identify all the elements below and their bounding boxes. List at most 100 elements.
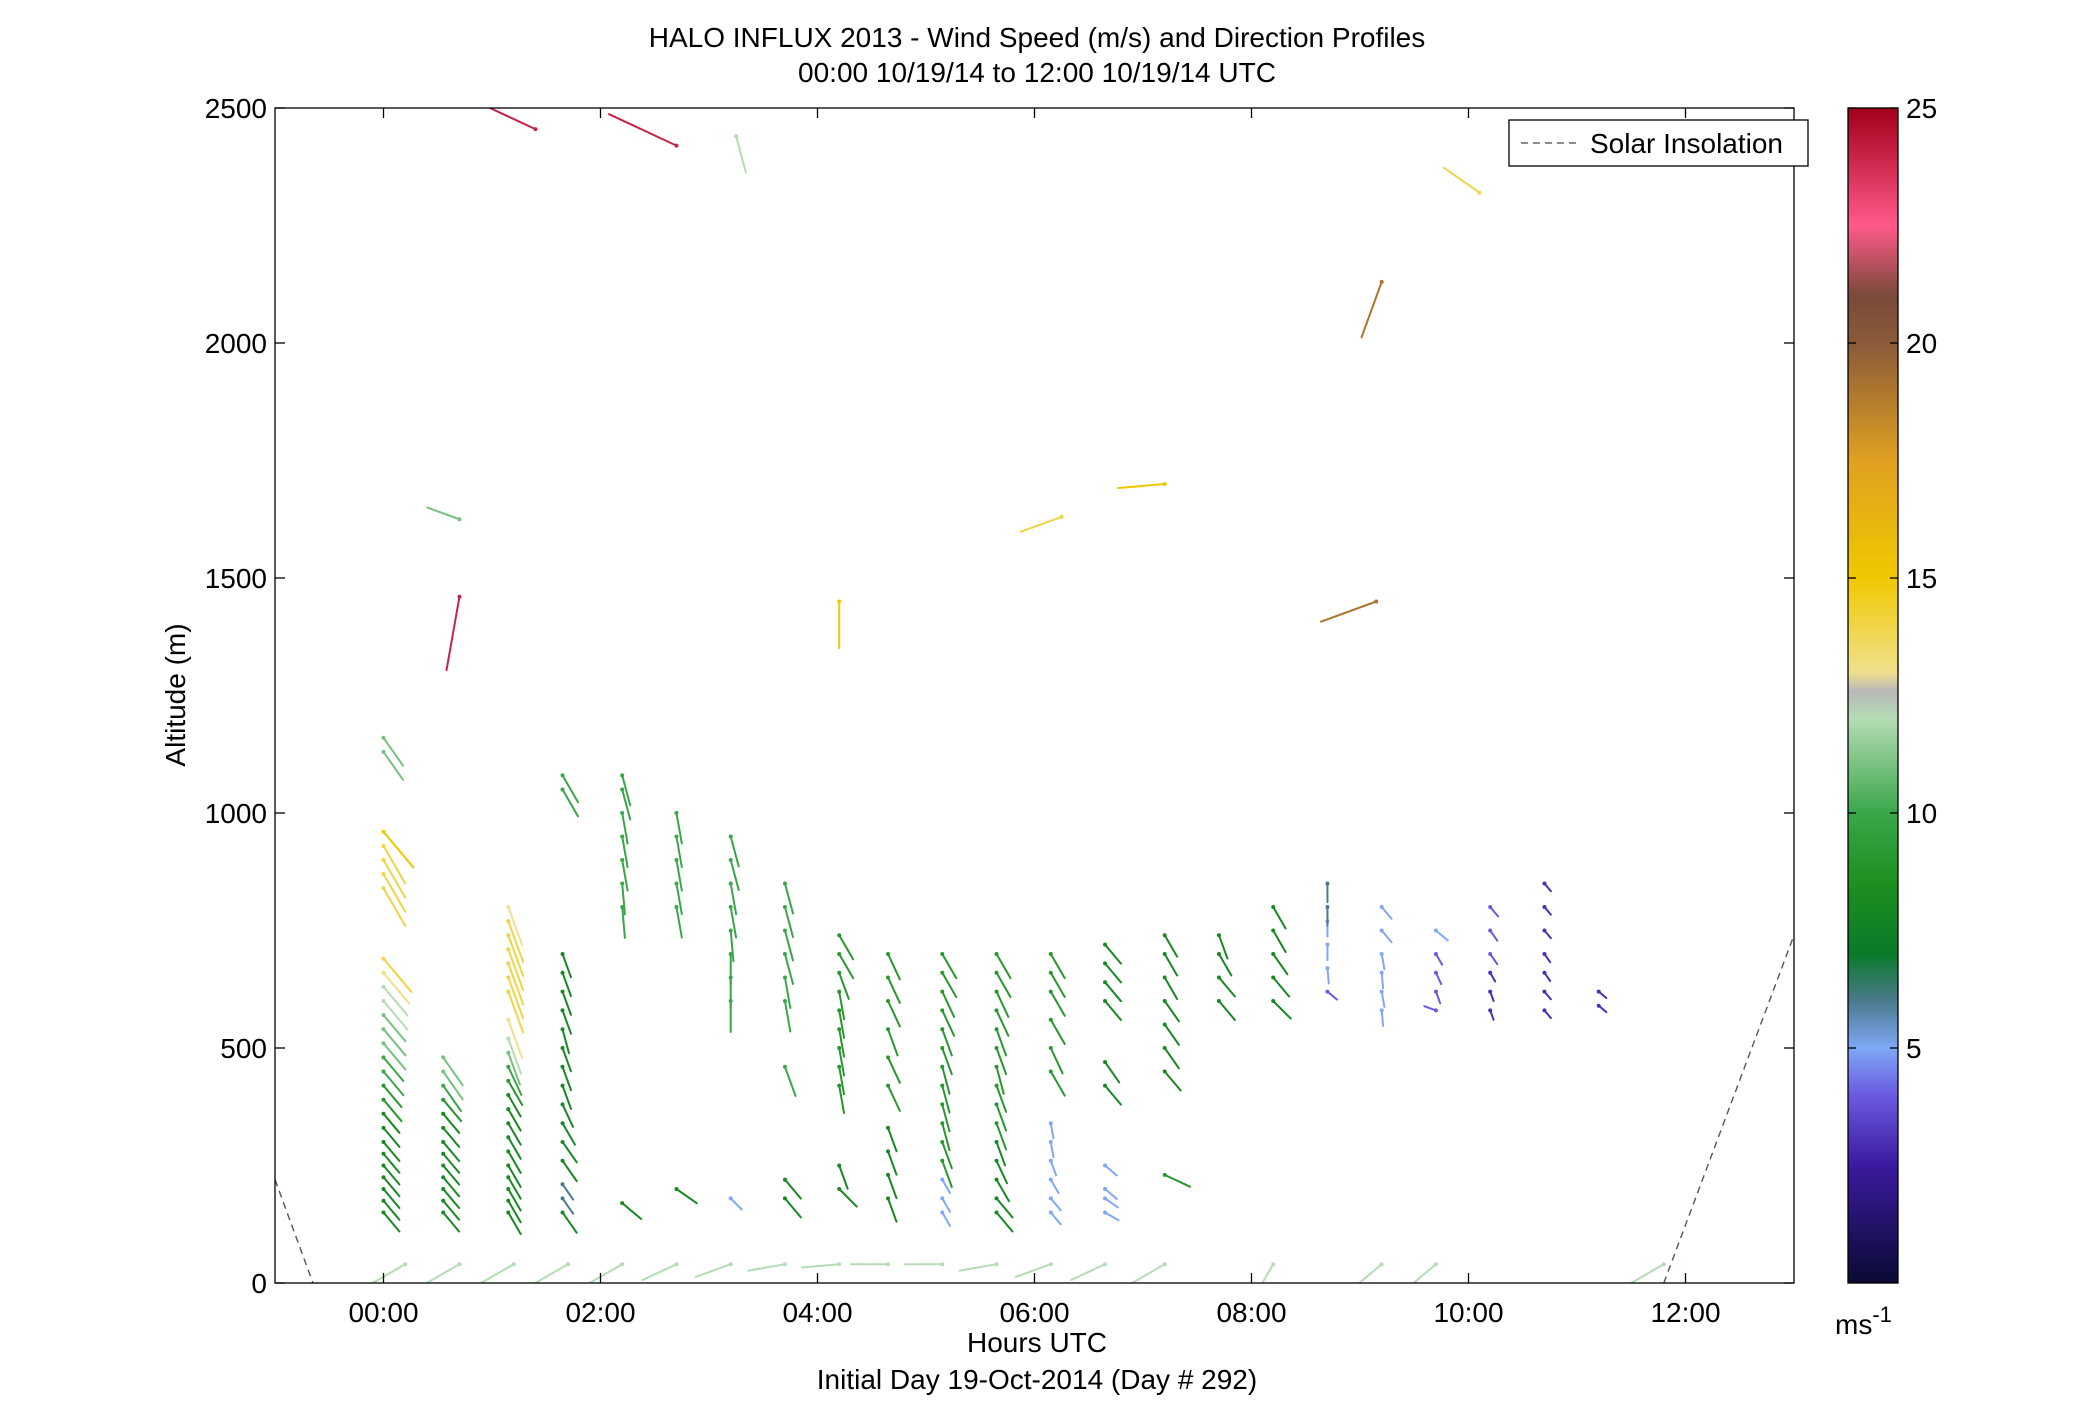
wind-vector-origin: [940, 970, 945, 975]
wind-vector: [958, 1263, 998, 1272]
wind-vector-origin: [886, 999, 891, 1003]
wind-vector: [561, 1211, 578, 1234]
wind-vector: [675, 1188, 698, 1205]
wind-vector-origin: [565, 1262, 570, 1267]
wind-vector: [941, 1211, 952, 1227]
wind-vector-origin: [381, 829, 386, 834]
wind-vector-origin: [381, 1111, 386, 1116]
wind-vector: [1019, 515, 1063, 533]
wind-vector-origin: [994, 1196, 999, 1201]
wind-vector: [608, 113, 678, 147]
x-tick-label: 06:00: [999, 1297, 1069, 1328]
wind-vector-origin: [994, 970, 999, 975]
wind-vector: [1380, 906, 1393, 920]
wind-vector: [941, 1103, 951, 1133]
wind-vector: [507, 1150, 522, 1174]
wind-vector-origin: [1103, 999, 1108, 1003]
wind-vector-origin: [1162, 1172, 1167, 1177]
wind-vector-origin: [381, 1083, 386, 1088]
wind-vector: [838, 1084, 846, 1115]
wind-vector: [887, 1126, 898, 1153]
wind-vector: [887, 976, 901, 1004]
wind-vector-origin: [1059, 514, 1064, 519]
wind-vector-origin: [1271, 999, 1276, 1003]
wind-vector-origin: [1488, 989, 1493, 994]
wind-vector-origin: [728, 834, 733, 839]
wind-vector: [1104, 1188, 1118, 1200]
wind-vector: [1272, 1000, 1292, 1020]
wind-vector-origin: [560, 1121, 565, 1126]
wind-vector: [1357, 1263, 1383, 1283]
wind-vector: [838, 1188, 858, 1208]
plot-area: [275, 108, 1794, 1283]
wind-vector-origin: [560, 989, 565, 994]
wind-vector: [1442, 166, 1481, 194]
wind-vector-origin: [381, 984, 386, 989]
wind-vector: [747, 1263, 786, 1272]
wind-vector-origin: [837, 952, 842, 956]
wind-vector: [887, 1173, 898, 1200]
wind-vector-origin: [381, 1198, 386, 1203]
wind-vector-origin: [560, 1064, 565, 1069]
wind-vector-origin: [994, 1158, 999, 1163]
wind-vector: [382, 1084, 403, 1108]
wind-vector: [442, 1199, 461, 1221]
colorbar-unit-exp: -1: [1872, 1302, 1892, 1327]
wind-vector: [621, 882, 626, 916]
colorbar-unit: ms-1: [1835, 1302, 1892, 1340]
wind-vector-origin: [994, 1262, 999, 1267]
wind-vector: [1049, 1159, 1058, 1177]
wind-vector: [941, 1009, 956, 1037]
wind-vector: [941, 971, 958, 998]
wind-vector: [1049, 990, 1066, 1017]
wind-vector-origin: [782, 999, 787, 1003]
wind-vector-origin: [441, 1187, 446, 1191]
wind-vector: [1104, 981, 1122, 1003]
wind-vector: [1380, 1009, 1385, 1027]
wind-vector-origin: [506, 1107, 511, 1112]
wind-vector-origin: [620, 858, 625, 862]
wind-vector: [382, 1112, 401, 1134]
wind-vector: [675, 835, 683, 869]
wind-vector: [507, 920, 525, 963]
wind-vector-origin: [994, 1083, 999, 1088]
wind-vector-origin: [381, 749, 386, 754]
wind-vector-origin: [1048, 989, 1053, 994]
x-tick-label: 04:00: [782, 1297, 852, 1328]
wind-vector-origin: [1379, 905, 1384, 909]
wind-vector: [507, 1176, 522, 1200]
wind-vector: [1049, 953, 1066, 980]
wind-vector: [838, 934, 855, 961]
wind-vector-origin: [506, 933, 511, 938]
wind-vector-origin: [1048, 1177, 1053, 1182]
wind-vector: [1163, 1023, 1180, 1046]
wind-vector: [442, 1176, 461, 1198]
wind-vector: [1070, 1263, 1107, 1281]
wind-vector: [1261, 1263, 1275, 1283]
wind-vector-origin: [994, 1177, 999, 1182]
wind-vector-origin: [940, 1177, 945, 1182]
wind-vector-origin: [940, 1140, 945, 1144]
wind-vector: [442, 1126, 461, 1148]
wind-vector: [783, 1065, 797, 1097]
y-tick-label: 500: [220, 1033, 267, 1064]
wind-vector-origin: [1103, 961, 1108, 966]
wind-vector: [382, 844, 407, 885]
wind-vector-origin: [728, 881, 733, 886]
wind-vector: [1163, 1047, 1180, 1070]
wind-vector-origin: [506, 1050, 511, 1055]
wind-vector: [561, 1159, 578, 1183]
wind-vector-origin: [1048, 1046, 1053, 1050]
wind-vector: [1049, 1122, 1055, 1140]
wind-vector-origin: [560, 1083, 565, 1088]
wind-vector: [561, 774, 580, 804]
wind-vector: [941, 1084, 951, 1114]
wind-vector: [621, 788, 632, 821]
wind-vector-origin: [441, 1198, 446, 1203]
wind-vector-origin: [506, 975, 511, 980]
wind-vector-origin: [940, 1064, 945, 1069]
wind-vector-origin: [940, 1196, 945, 1201]
wind-vector: [507, 1018, 524, 1059]
wind-vector-origin: [782, 905, 787, 909]
wind-vector: [941, 1047, 953, 1076]
